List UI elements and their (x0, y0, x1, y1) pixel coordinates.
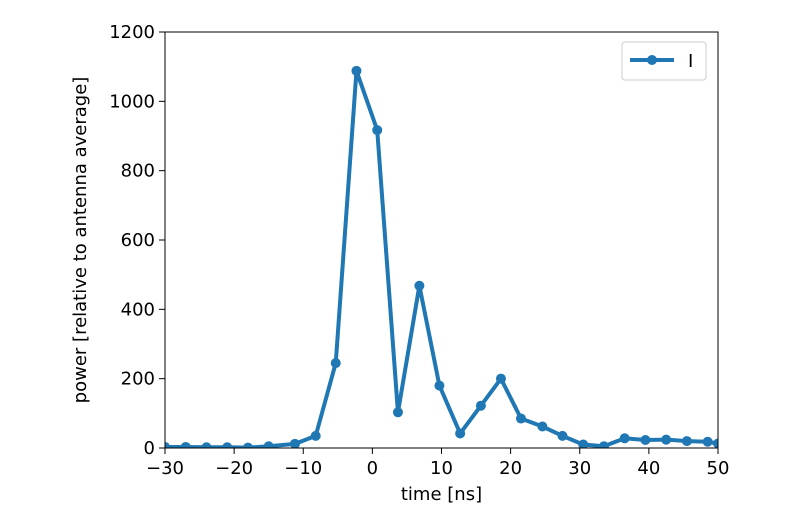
data-point (515, 413, 526, 424)
y-tick-label: 200 (121, 369, 155, 390)
data-point (713, 438, 718, 448)
data-point (392, 407, 403, 418)
x-tick-label: 0 (367, 458, 378, 479)
x-axis: −30 −20 −10 0 10 20 30 40 50 (146, 448, 729, 479)
x-tick-label: 20 (499, 458, 522, 479)
x-tick-label: 10 (430, 458, 453, 479)
data-point (475, 400, 486, 411)
data-point (537, 421, 548, 432)
data-point (180, 441, 191, 448)
data-point (681, 436, 692, 447)
series-line (165, 68, 718, 448)
x-tick-label: 50 (707, 458, 730, 479)
data-point (351, 65, 362, 76)
data-point (165, 441, 170, 448)
y-axis-label: power [relative to antenna average] (70, 77, 91, 404)
data-point (222, 442, 233, 448)
data-point (640, 435, 651, 446)
y-tick-label: 800 (121, 161, 155, 182)
data-point (201, 442, 212, 448)
y-tick-label: 400 (121, 299, 155, 320)
data-point (455, 428, 466, 439)
x-axis-label: time [ns] (401, 484, 482, 505)
y-tick-label: 1200 (109, 22, 155, 43)
data-point (242, 442, 253, 448)
data-point (289, 438, 300, 448)
data-point (578, 439, 589, 448)
data-point (414, 280, 425, 291)
data-point (310, 430, 321, 441)
x-tick-label: −10 (284, 458, 322, 479)
legend-dot-marker (647, 55, 657, 65)
data-point (702, 436, 713, 447)
x-tick-label: 30 (568, 458, 591, 479)
data-point (330, 358, 341, 369)
x-tick-label: −30 (146, 458, 184, 479)
y-tick-label: 600 (121, 230, 155, 251)
data-point (619, 433, 630, 444)
data-point (495, 373, 506, 384)
y-axis: 0 200 400 600 800 1000 1200 (109, 22, 165, 459)
y-tick-label: 0 (144, 438, 155, 459)
series-marks (165, 65, 718, 448)
y-tick-label: 1000 (109, 91, 155, 112)
data-point (598, 441, 609, 448)
data-point (263, 441, 274, 448)
legend: I (621, 41, 707, 81)
legend-entry-label: I (688, 51, 693, 72)
data-point (434, 380, 445, 391)
data-point (661, 434, 672, 445)
x-tick-label: −20 (215, 458, 253, 479)
x-tick-label: 40 (637, 458, 660, 479)
data-point (372, 125, 383, 136)
data-point (557, 430, 568, 441)
